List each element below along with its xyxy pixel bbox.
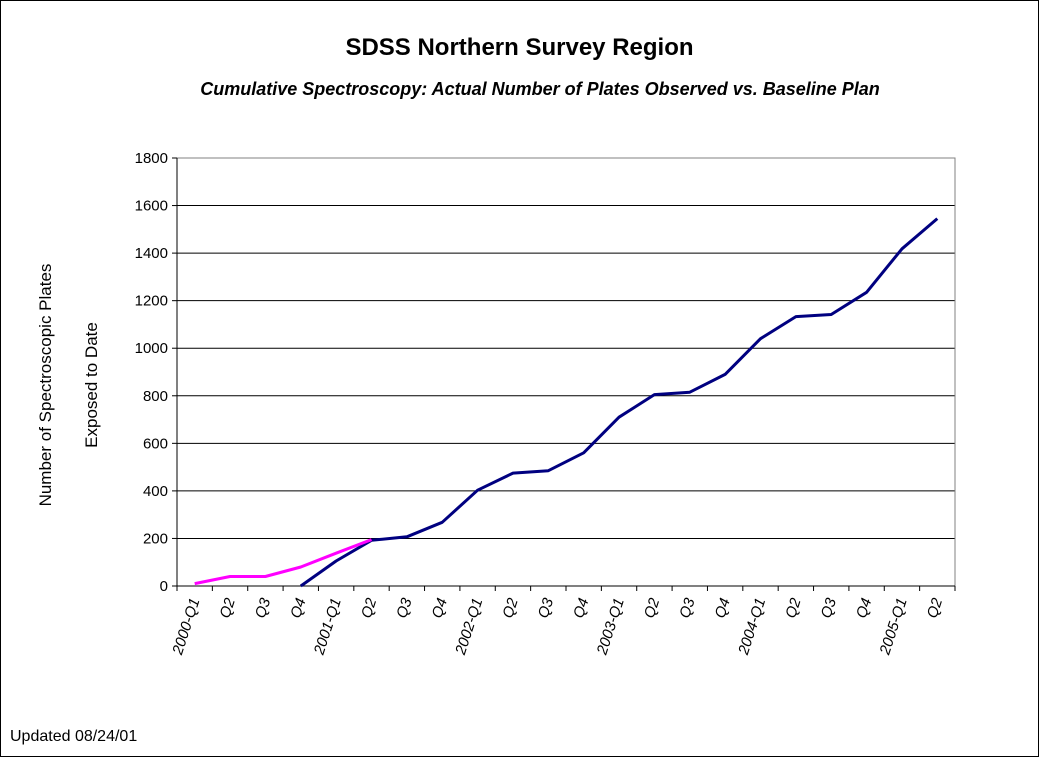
y-tick-label: 800	[143, 388, 168, 405]
x-tick-label: Q2	[641, 595, 664, 620]
x-tick-label: Q4	[570, 596, 592, 620]
y-tick-label: 0	[160, 578, 168, 595]
x-tick-label: Q4	[429, 596, 451, 620]
x-tick-label: Q2	[782, 595, 805, 620]
y-tick-label: 400	[143, 483, 168, 500]
x-tick-label: Q3	[818, 595, 841, 620]
y-tick-label: 200	[143, 530, 168, 547]
x-tick-label: Q2	[216, 595, 239, 620]
x-tick-label: 2004-Q1	[735, 596, 770, 658]
x-tick-label: Q3	[252, 595, 275, 620]
y-axis-label-line-1: Number of Spectroscopic Plates	[36, 264, 55, 507]
x-tick-label: 2002-Q1	[452, 596, 487, 658]
y-tick-label: 1800	[135, 150, 168, 167]
y-tick-label: 1200	[135, 293, 168, 310]
x-tick-label: Q3	[393, 595, 416, 620]
chart-subtitle: Cumulative Spectroscopy: Actual Number o…	[200, 79, 880, 99]
series-line-1	[194, 538, 373, 586]
y-tick-label: 1600	[135, 198, 168, 215]
chart-title: SDSS Northern Survey Region	[345, 34, 694, 61]
y-axis-label-line-2: Exposed to Date	[82, 322, 101, 448]
y-axis-ticks: 0 200 400 600 800 1000 1200 1400 1600 1800	[135, 150, 178, 595]
y-tick-label: 600	[143, 435, 168, 452]
x-tick-label: 2001-Q1	[310, 596, 345, 658]
x-tick-label: Q4	[712, 596, 734, 620]
x-axis-ticks: 2000-Q1 Q2 Q3 Q4 2001-Q1 Q2 Q3 Q4 2002-Q1 Q2 Q3 Q4 2…	[169, 585, 956, 658]
x-tick-label: Q4	[853, 596, 875, 620]
x-tick-label: Q4	[287, 596, 309, 620]
x-tick-label: Q2	[499, 595, 522, 620]
x-tick-label: 2003-Q1	[593, 596, 628, 658]
x-tick-label: Q2	[924, 595, 947, 620]
x-tick-label: Q2	[358, 595, 381, 620]
updated-note: Updated 08/24/01	[10, 728, 138, 745]
x-tick-label: 2000-Q1	[169, 596, 204, 658]
x-tick-label: Q3	[676, 595, 699, 620]
series-lines	[194, 217, 939, 588]
x-tick-label: 2005-Q1	[876, 596, 911, 658]
gridlines	[177, 205, 955, 539]
x-tick-label: Q3	[535, 595, 558, 620]
y-tick-label: 1000	[135, 340, 168, 357]
y-tick-label: 1400	[135, 245, 168, 262]
series-line-0	[299, 217, 939, 588]
plot-area-border	[176, 157, 956, 587]
